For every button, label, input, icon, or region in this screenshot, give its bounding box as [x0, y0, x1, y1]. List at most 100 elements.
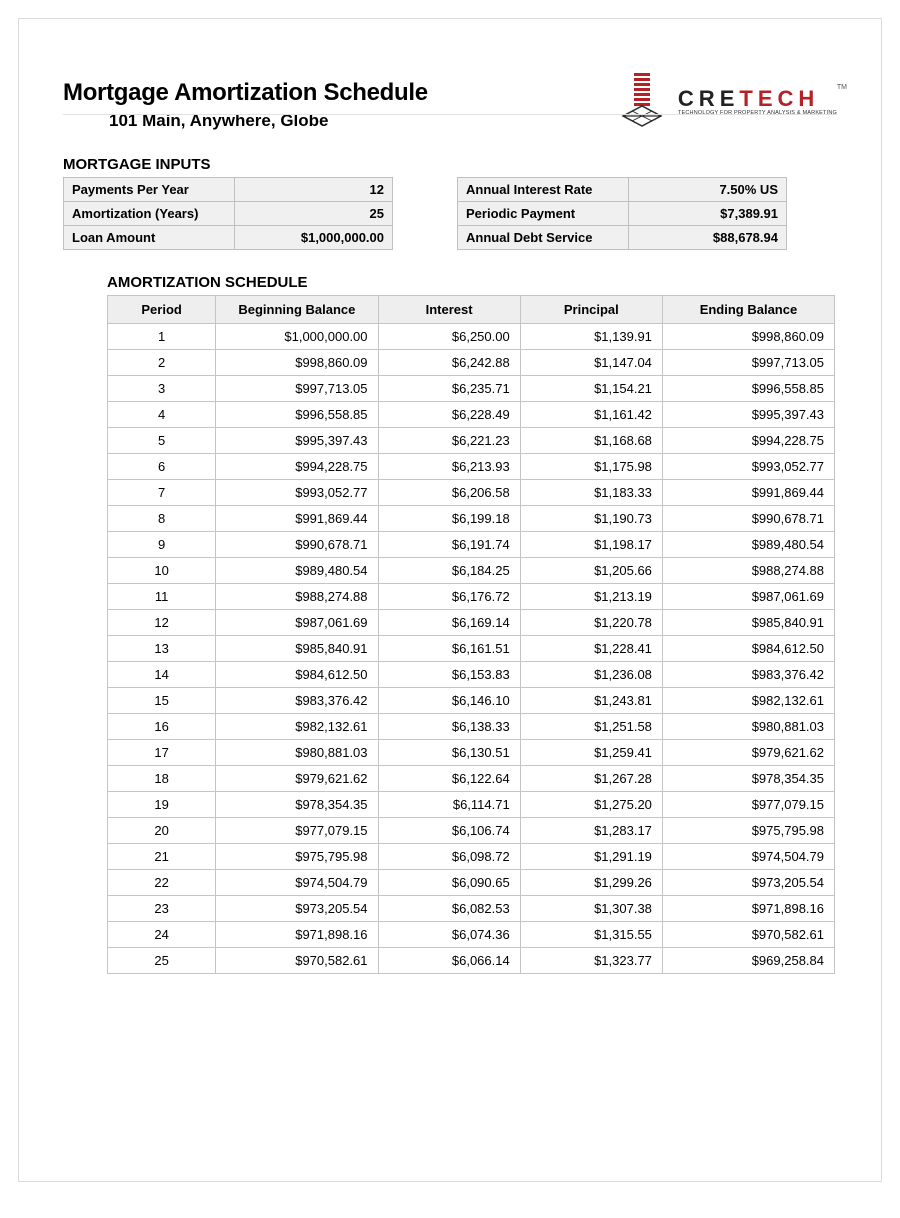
title-block: Mortgage Amortization Schedule 101 Main,… [63, 69, 428, 131]
cell-value: $6,206.58 [379, 480, 520, 505]
table-row: 24$971,898.16$6,074.36$1,315.55$970,582.… [108, 922, 834, 947]
cell-value: $991,869.44 [216, 506, 377, 531]
cell-value: $1,220.78 [521, 610, 662, 635]
cell-value: $1,259.41 [521, 740, 662, 765]
cell-period: 18 [108, 766, 215, 791]
cell-period: 8 [108, 506, 215, 531]
cell-value: $1,175.98 [521, 454, 662, 479]
cell-value: $980,881.03 [663, 714, 834, 739]
table-header-row: PeriodBeginning BalanceInterestPrincipal… [108, 296, 834, 323]
cell-value: $6,146.10 [379, 688, 520, 713]
cell-value: $1,168.68 [521, 428, 662, 453]
cell-value: $1,139.91 [521, 324, 662, 349]
cell-value: $1,243.81 [521, 688, 662, 713]
cell-value: $989,480.54 [216, 558, 377, 583]
cell-value: $6,114.71 [379, 792, 520, 817]
kv-label: Annual Interest Rate [458, 178, 628, 201]
cell-value: $6,090.65 [379, 870, 520, 895]
table-row: 19$978,354.35$6,114.71$1,275.20$977,079.… [108, 792, 834, 817]
cell-period: 20 [108, 818, 215, 843]
cell-period: 25 [108, 948, 215, 973]
cell-value: $991,869.44 [663, 480, 834, 505]
cell-value: $1,236.08 [521, 662, 662, 687]
table-column-header: Principal [521, 296, 662, 323]
table-column-header: Beginning Balance [216, 296, 377, 323]
cell-value: $969,258.84 [663, 948, 834, 973]
cell-value: $1,154.21 [521, 376, 662, 401]
cell-period: 1 [108, 324, 215, 349]
table-row: 2$998,860.09$6,242.88$1,147.04$997,713.0… [108, 350, 834, 375]
table-column-header: Ending Balance [663, 296, 834, 323]
table-row: 22$974,504.79$6,090.65$1,299.26$973,205.… [108, 870, 834, 895]
cell-period: 21 [108, 844, 215, 869]
kv-label: Amortization (Years) [64, 202, 234, 225]
logo-brand-red: TECH [739, 86, 819, 111]
cell-value: $983,376.42 [663, 662, 834, 687]
cell-value: $6,098.72 [379, 844, 520, 869]
cell-value: $970,582.61 [663, 922, 834, 947]
kv-label: Payments Per Year [64, 178, 234, 201]
cell-value: $1,323.77 [521, 948, 662, 973]
table-row: 21$975,795.98$6,098.72$1,291.19$974,504.… [108, 844, 834, 869]
table-row: 4$996,558.85$6,228.49$1,161.42$995,397.4… [108, 402, 834, 427]
logo-tm: TM [837, 84, 847, 91]
cell-period: 9 [108, 532, 215, 557]
cell-period: 12 [108, 610, 215, 635]
inputs-tables: Payments Per Year12Amortization (Years)2… [63, 177, 837, 250]
cell-value: $988,274.88 [663, 558, 834, 583]
kv-row: Periodic Payment$7,389.91 [458, 202, 786, 225]
cell-value: $996,558.85 [663, 376, 834, 401]
cell-value: $974,504.79 [663, 844, 834, 869]
cell-value: $971,898.16 [216, 922, 377, 947]
table-row: 1$1,000,000.00$6,250.00$1,139.91$998,860… [108, 324, 834, 349]
kv-label: Periodic Payment [458, 202, 628, 225]
cell-period: 2 [108, 350, 215, 375]
cell-value: $997,713.05 [663, 350, 834, 375]
section-title-inputs: MORTGAGE INPUTS [63, 156, 837, 173]
cell-value: $993,052.77 [663, 454, 834, 479]
cell-value: $6,138.33 [379, 714, 520, 739]
cell-value: $1,205.66 [521, 558, 662, 583]
table-row: 6$994,228.75$6,213.93$1,175.98$993,052.7… [108, 454, 834, 479]
cell-value: $975,795.98 [663, 818, 834, 843]
table-row: 23$973,205.54$6,082.53$1,307.38$971,898.… [108, 896, 834, 921]
cell-value: $979,621.62 [216, 766, 377, 791]
cell-value: $973,205.54 [216, 896, 377, 921]
cell-period: 17 [108, 740, 215, 765]
cell-value: $6,176.72 [379, 584, 520, 609]
cell-period: 5 [108, 428, 215, 453]
logo-mark-icon [616, 69, 670, 132]
cell-value: $1,147.04 [521, 350, 662, 375]
table-row: 7$993,052.77$6,206.58$1,183.33$991,869.4… [108, 480, 834, 505]
table-row: 5$995,397.43$6,221.23$1,168.68$994,228.7… [108, 428, 834, 453]
cell-value: $6,161.51 [379, 636, 520, 661]
kv-value: 7.50% US [629, 178, 786, 201]
cell-value: $982,132.61 [663, 688, 834, 713]
cell-period: 15 [108, 688, 215, 713]
cell-period: 19 [108, 792, 215, 817]
cell-period: 23 [108, 896, 215, 921]
cell-value: $982,132.61 [216, 714, 377, 739]
kv-row: Loan Amount$1,000,000.00 [64, 226, 392, 249]
kv-label: Annual Debt Service [458, 226, 628, 249]
cell-value: $993,052.77 [216, 480, 377, 505]
table-row: 12$987,061.69$6,169.14$1,220.78$985,840.… [108, 610, 834, 635]
table-row: 11$988,274.88$6,176.72$1,213.19$987,061.… [108, 584, 834, 609]
cell-period: 22 [108, 870, 215, 895]
table-row: 16$982,132.61$6,138.33$1,251.58$980,881.… [108, 714, 834, 739]
cell-value: $6,184.25 [379, 558, 520, 583]
cell-value: $1,228.41 [521, 636, 662, 661]
kv-value: $88,678.94 [629, 226, 786, 249]
logo-text: CRETECH TM Technology for Property Analy… [678, 86, 837, 116]
cell-value: $988,274.88 [216, 584, 377, 609]
table-row: 20$977,079.15$6,106.74$1,283.17$975,795.… [108, 818, 834, 843]
amortization-table: PeriodBeginning BalanceInterestPrincipal… [107, 295, 835, 974]
cell-value: $6,106.74 [379, 818, 520, 843]
cell-value: $1,000,000.00 [216, 324, 377, 349]
logo-tagline: Technology for Property Analysis & Marke… [678, 110, 837, 116]
table-row: 18$979,621.62$6,122.64$1,267.28$978,354.… [108, 766, 834, 791]
cell-value: $6,169.14 [379, 610, 520, 635]
table-row: 13$985,840.91$6,161.51$1,228.41$984,612.… [108, 636, 834, 661]
cell-value: $1,307.38 [521, 896, 662, 921]
cell-value: $973,205.54 [663, 870, 834, 895]
